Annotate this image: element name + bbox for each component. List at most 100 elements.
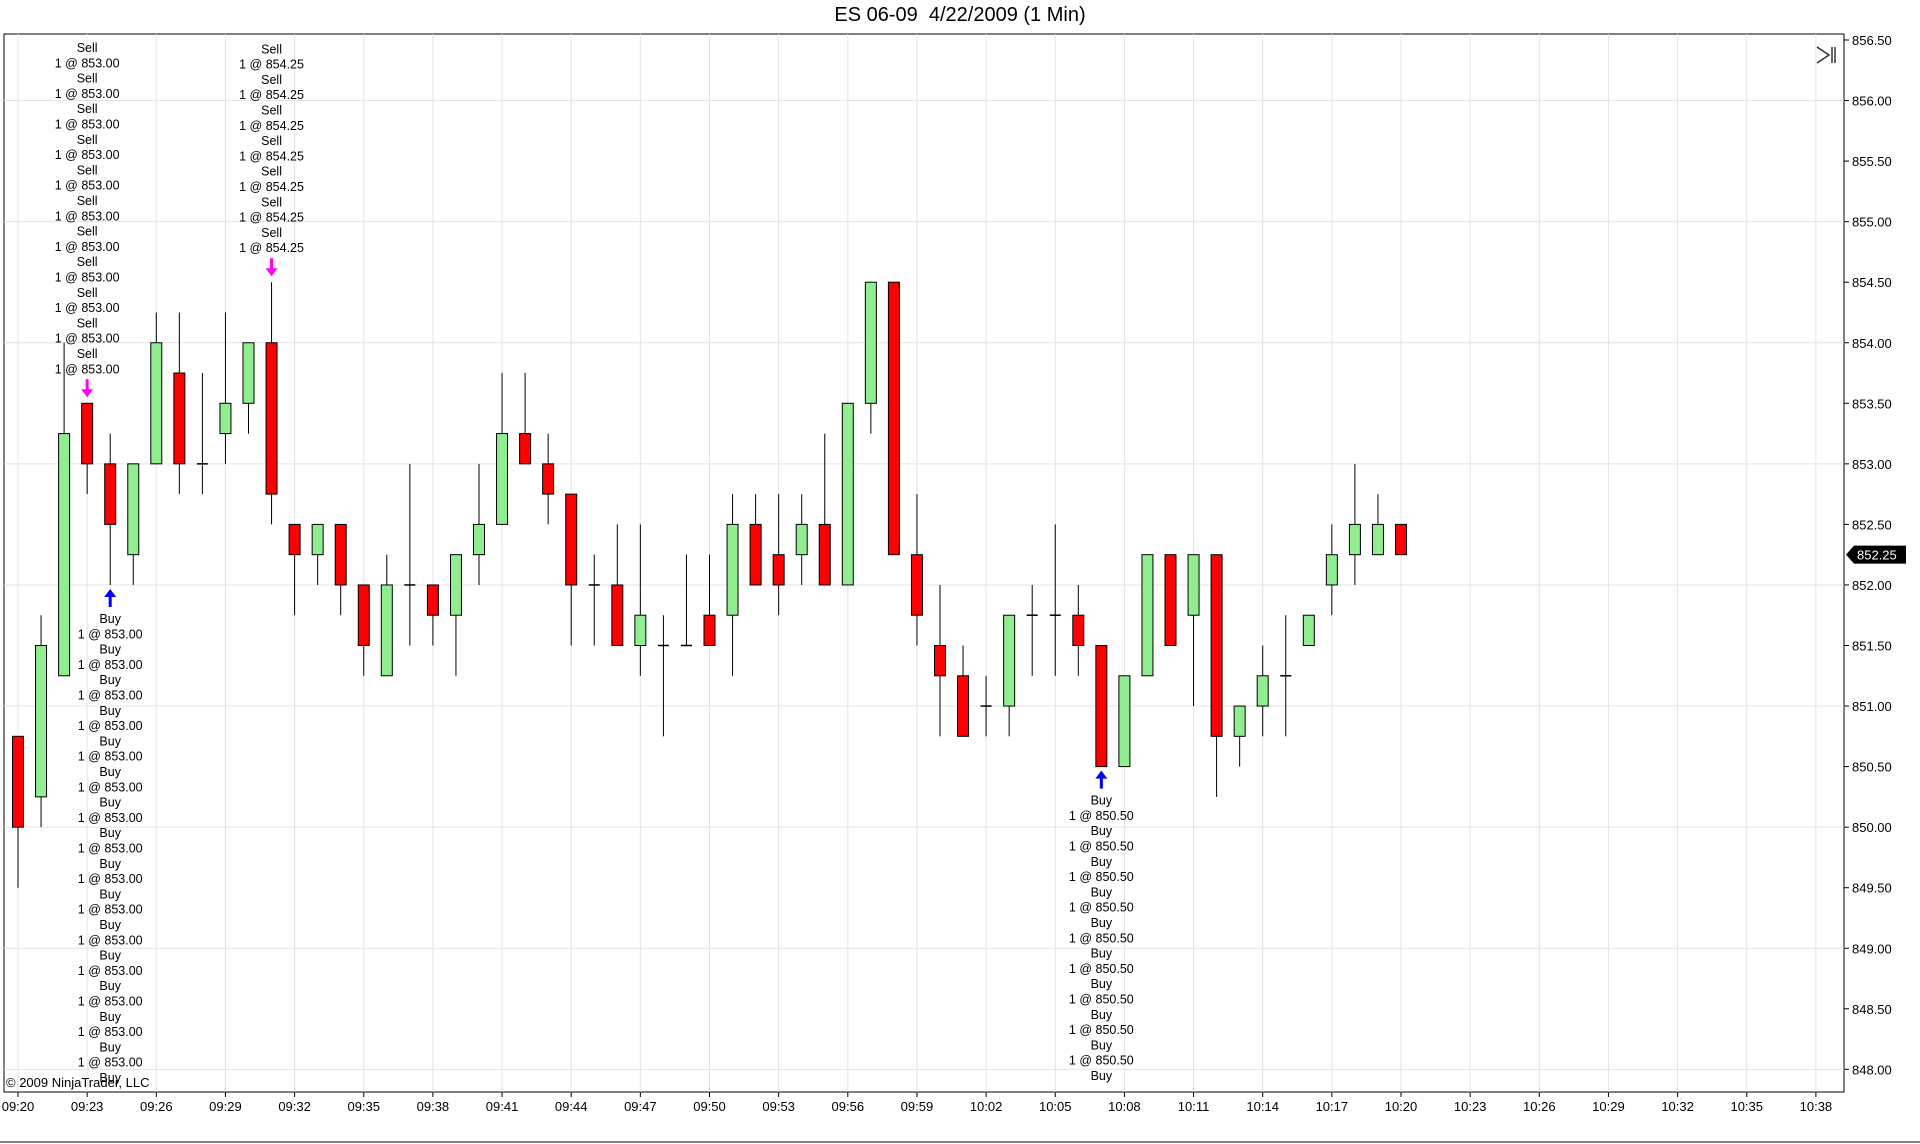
x-tick-label: 09:41 (486, 1099, 519, 1114)
candle-up (380, 584, 393, 677)
trade-side-label: Sell (77, 286, 98, 300)
trade-side-label: Sell (261, 226, 282, 240)
trade-fill-label: 1 @ 853.00 (78, 811, 143, 825)
buy-arrow-head-icon (1095, 770, 1108, 779)
candle-down (1072, 614, 1085, 646)
candle-down (357, 584, 370, 647)
trade-fill-label: 1 @ 853.00 (55, 271, 120, 285)
trade-side-label: Sell (77, 163, 98, 177)
candle-up (1371, 523, 1384, 556)
candle-up (864, 281, 877, 404)
trade-fill-label: 1 @ 853.00 (78, 627, 143, 641)
trade-fill-label: 1 @ 853.00 (78, 658, 143, 672)
candle-down (749, 523, 762, 586)
y-tick-label: 854.00 (1852, 336, 1892, 351)
trade-side-label: Sell (77, 72, 98, 86)
candle-down (426, 584, 439, 616)
trade-fill-label: 1 @ 853.00 (55, 362, 120, 376)
trade-fill-label: 1 @ 853.00 (78, 1056, 143, 1070)
trade-fill-label: 1 @ 850.50 (1069, 1023, 1134, 1037)
y-tick-label: 849.50 (1852, 881, 1892, 896)
trade-fill-label: 1 @ 853.00 (78, 688, 143, 702)
trade-fill-label: 1 @ 853.00 (55, 301, 120, 315)
candle-up (496, 433, 509, 525)
x-tick-label: 09:29 (209, 1099, 242, 1114)
candle-up (35, 645, 48, 798)
y-tick-label: 852.50 (1852, 517, 1892, 532)
x-tick-label: 10:29 (1592, 1099, 1625, 1114)
trade-side-label: Sell (261, 165, 282, 179)
trade-fill-label: 1 @ 850.50 (1069, 809, 1134, 823)
candle-up (473, 523, 485, 556)
trade-fill-label: 1 @ 850.50 (1069, 870, 1134, 884)
candle-up (1233, 705, 1246, 737)
x-tick-label: 10:23 (1454, 1099, 1487, 1114)
candle-down (542, 463, 555, 495)
trade-side-label: Buy (99, 979, 121, 993)
y-tick-label: 851.00 (1852, 699, 1892, 714)
y-tick-label: 850.50 (1852, 760, 1892, 775)
candle-up (1141, 554, 1154, 677)
trade-side-label: Buy (1091, 794, 1113, 808)
x-tick-label: 10:26 (1523, 1099, 1556, 1114)
candle-down (1164, 554, 1177, 646)
trade-fill-label: 1 @ 853.00 (55, 209, 120, 223)
trade-fill-label: 1 @ 853.00 (78, 903, 143, 917)
trade-side-label: Buy (1091, 885, 1113, 899)
candle-up (127, 463, 140, 556)
candle-down (1095, 645, 1108, 768)
sell-arrow-head-icon (81, 389, 94, 398)
candle-down (957, 675, 970, 737)
x-tick-label: 09:53 (762, 1099, 795, 1114)
x-tick-label: 10:08 (1108, 1099, 1141, 1114)
candle-down (104, 463, 117, 525)
candle-up (1118, 675, 1131, 768)
x-tick-label: 09:44 (555, 1099, 588, 1114)
candle-up (1325, 554, 1338, 586)
x-tick-label: 09:35 (347, 1099, 380, 1114)
x-tick-label: 10:02 (970, 1099, 1003, 1114)
trade-fill-label: 1 @ 853.00 (78, 750, 143, 764)
candle-down (1210, 554, 1223, 737)
candle-up (1256, 675, 1269, 707)
trade-side-label: Buy (99, 765, 121, 779)
trade-fill-label: 1 @ 853.00 (55, 87, 120, 101)
candle-down (265, 342, 278, 495)
trade-fill-label: 1 @ 853.00 (55, 148, 120, 162)
y-tick-label: 849.00 (1852, 941, 1892, 956)
trade-side-label: Buy (1091, 977, 1113, 991)
trade-fill-label: 1 @ 850.50 (1069, 901, 1134, 915)
y-tick-label: 853.00 (1852, 457, 1892, 472)
trade-side-label: Buy (99, 887, 121, 901)
trade-fill-label: 1 @ 853.00 (78, 841, 143, 855)
candle-down (818, 523, 831, 586)
candle-up (841, 402, 854, 586)
y-tick-label: 856.00 (1852, 94, 1892, 109)
trade-fill-label: 1 @ 854.25 (239, 180, 304, 194)
candle-down (703, 614, 716, 646)
x-tick-label: 10:14 (1246, 1099, 1279, 1114)
last-price-label: 852.25 (1857, 548, 1897, 563)
x-tick-label: 09:26 (140, 1099, 173, 1114)
buy-arrow-head-icon (104, 588, 117, 597)
trade-side-label: Sell (77, 102, 98, 116)
trade-side-label: Sell (77, 194, 98, 208)
trade-fill-label: 1 @ 850.50 (1069, 840, 1134, 854)
trade-fill-label: 1 @ 853.00 (78, 964, 143, 978)
trade-side-label: Buy (1091, 824, 1113, 838)
trade-side-label: Sell (77, 133, 98, 147)
candle-up (795, 523, 808, 556)
trade-side-label: Buy (99, 673, 121, 687)
trade-fill-label: 1 @ 854.25 (239, 211, 304, 225)
candle-down (334, 523, 347, 586)
scroll-to-end-icon[interactable] (1813, 42, 1839, 68)
trade-side-label: Sell (77, 41, 98, 55)
trade-side-label: Buy (99, 949, 121, 963)
trade-fill-label: 1 @ 854.25 (239, 88, 304, 102)
y-tick-label: 855.50 (1852, 154, 1892, 169)
trade-fill-label: 1 @ 854.25 (239, 119, 304, 133)
trade-side-label: Sell (261, 104, 282, 118)
trade-fill-label: 1 @ 854.25 (239, 241, 304, 255)
trade-fill-label: 1 @ 853.00 (78, 1025, 143, 1039)
